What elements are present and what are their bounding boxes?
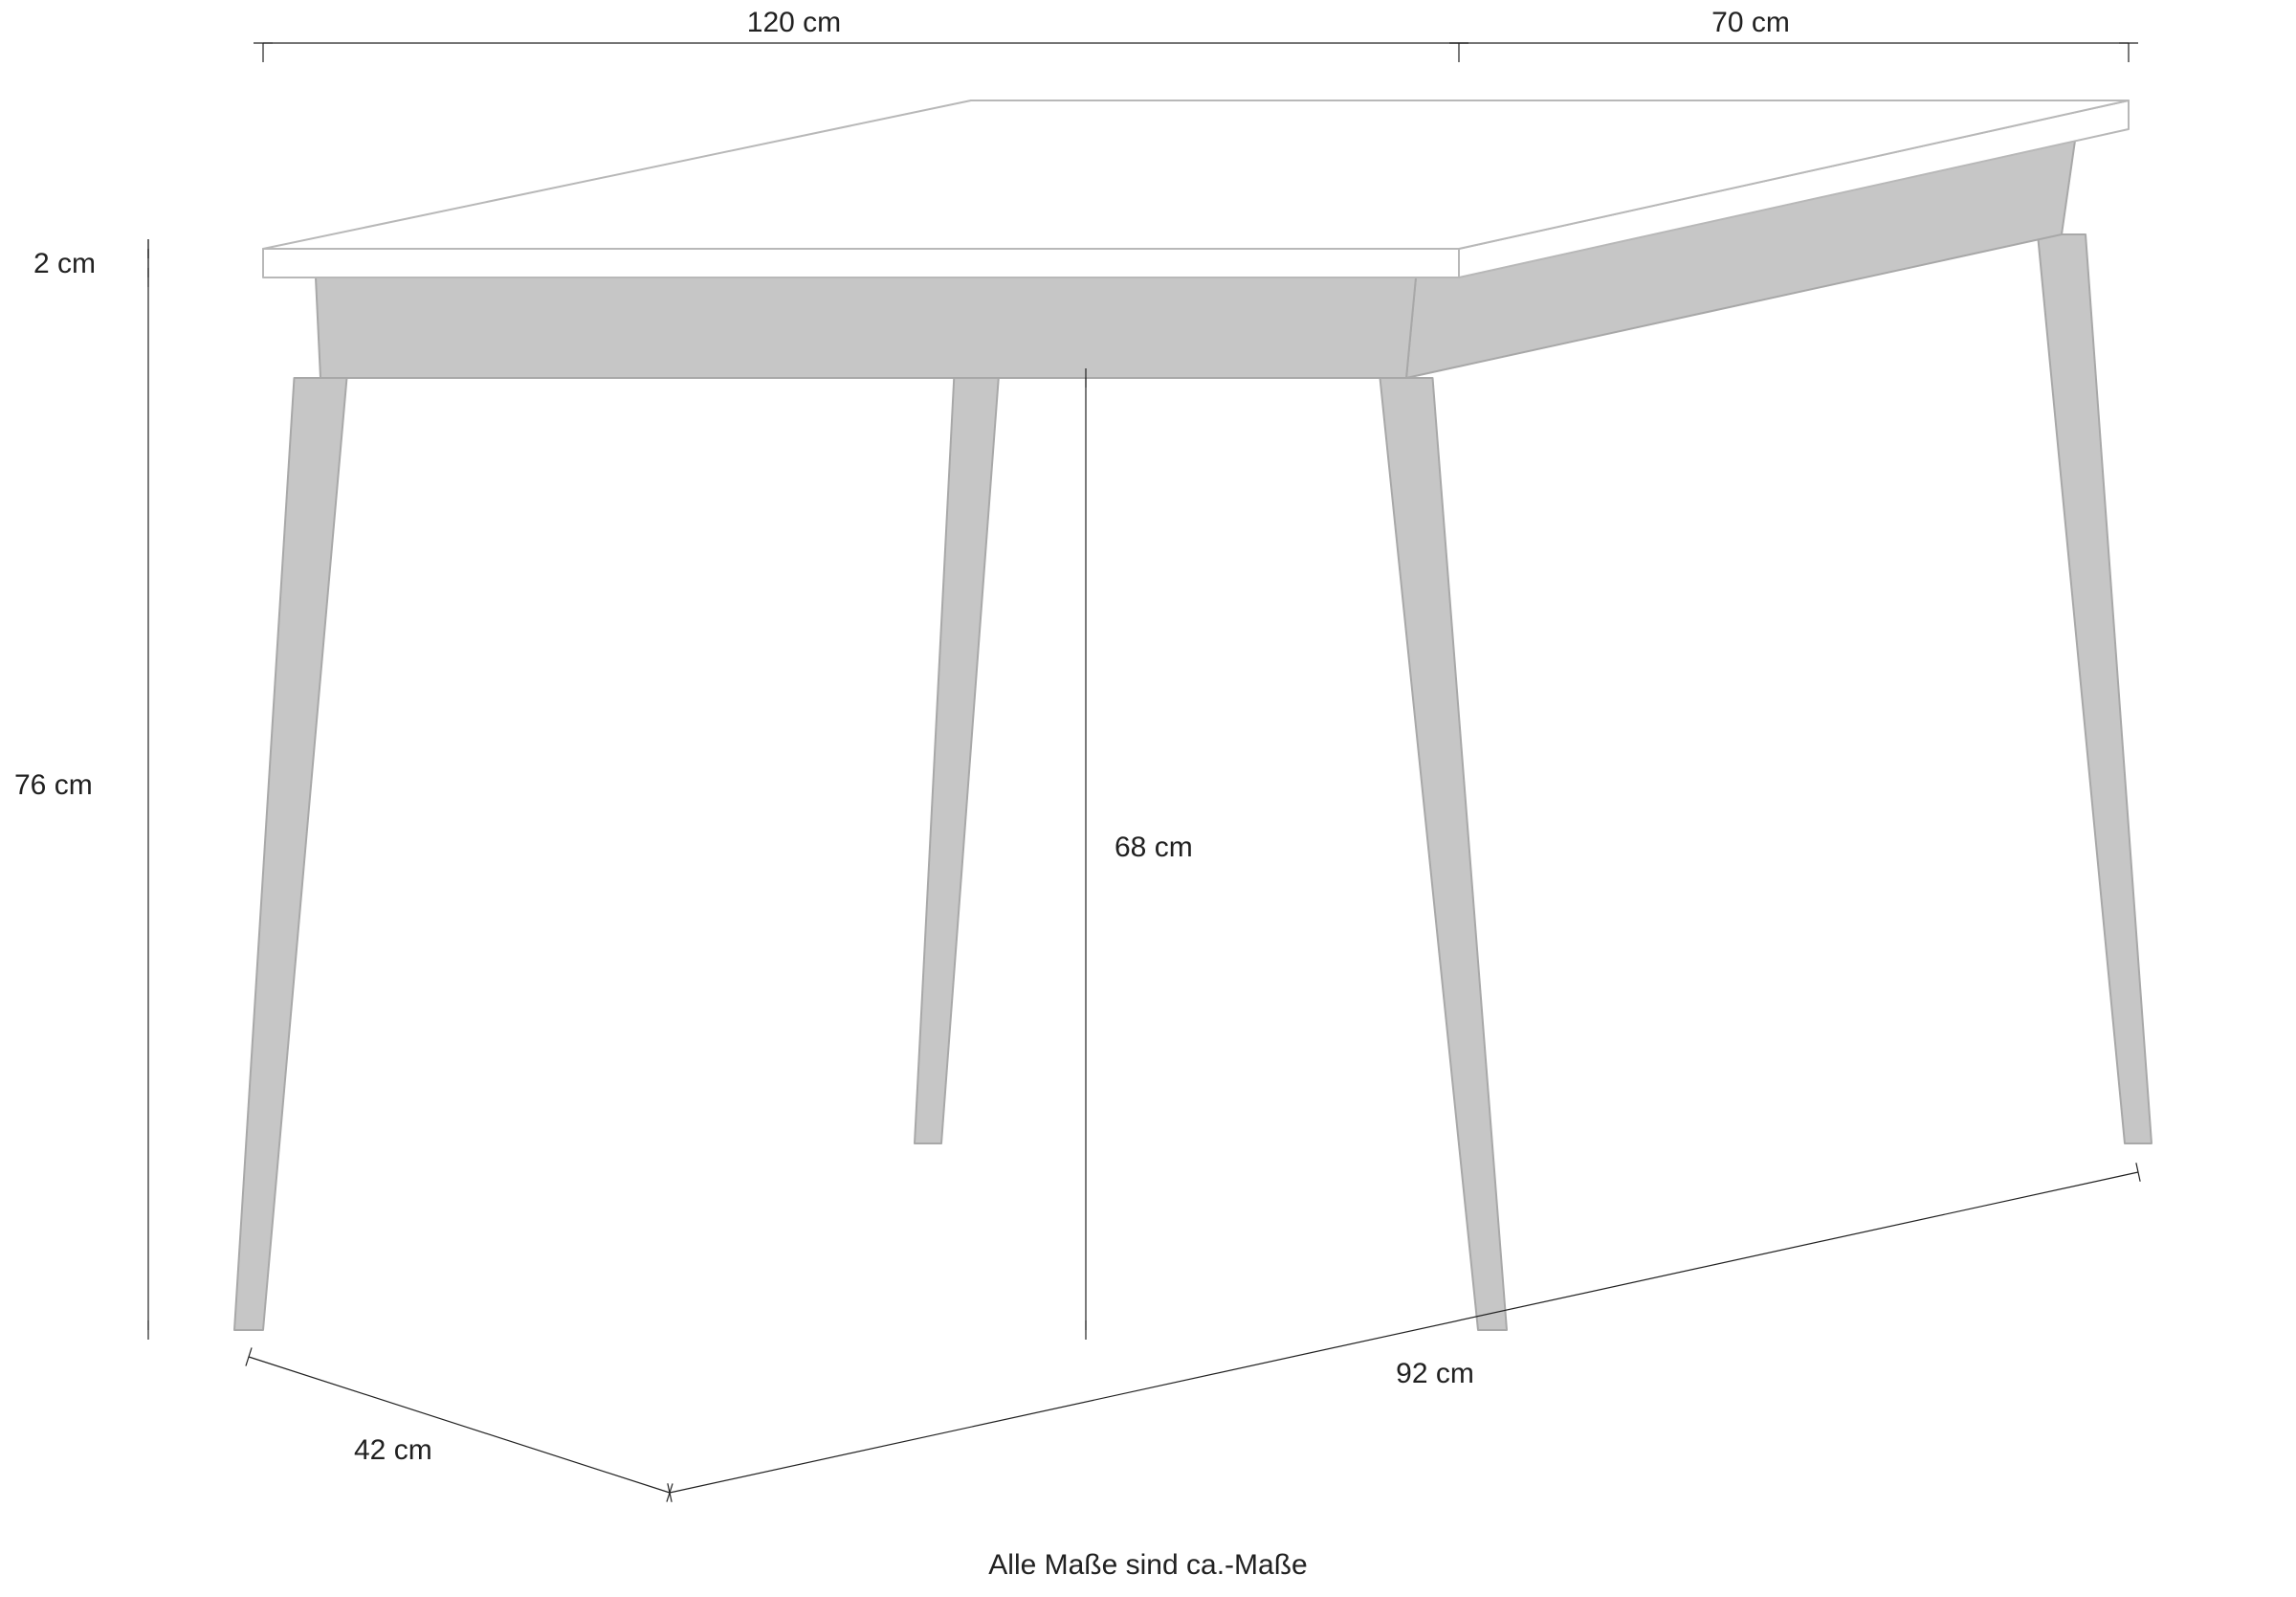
dim-label-clearance: 68 cm [1115,832,1193,863]
dim-label-depth: 70 cm [1711,7,1790,38]
dim-label-width: 120 cm [747,7,841,38]
leg-front-left [234,378,347,1330]
tabletop-edge-front [263,249,1459,277]
dim-label-thickness: 2 cm [33,248,96,279]
dim-label-floor-width: 92 cm [1396,1358,1474,1389]
dim-cap [246,1347,252,1365]
dim-line-floor-width [670,1172,2138,1493]
dim-label-height: 76 cm [14,769,93,801]
dim-label-floor-depth: 42 cm [354,1434,432,1466]
dim-line-floor-depth [249,1357,670,1493]
leg-front-right [1380,378,1508,1330]
caption: Alle Maße sind ca.-Maße [988,1549,1307,1581]
apron-front [316,277,1416,378]
leg-back-right [2038,234,2152,1143]
